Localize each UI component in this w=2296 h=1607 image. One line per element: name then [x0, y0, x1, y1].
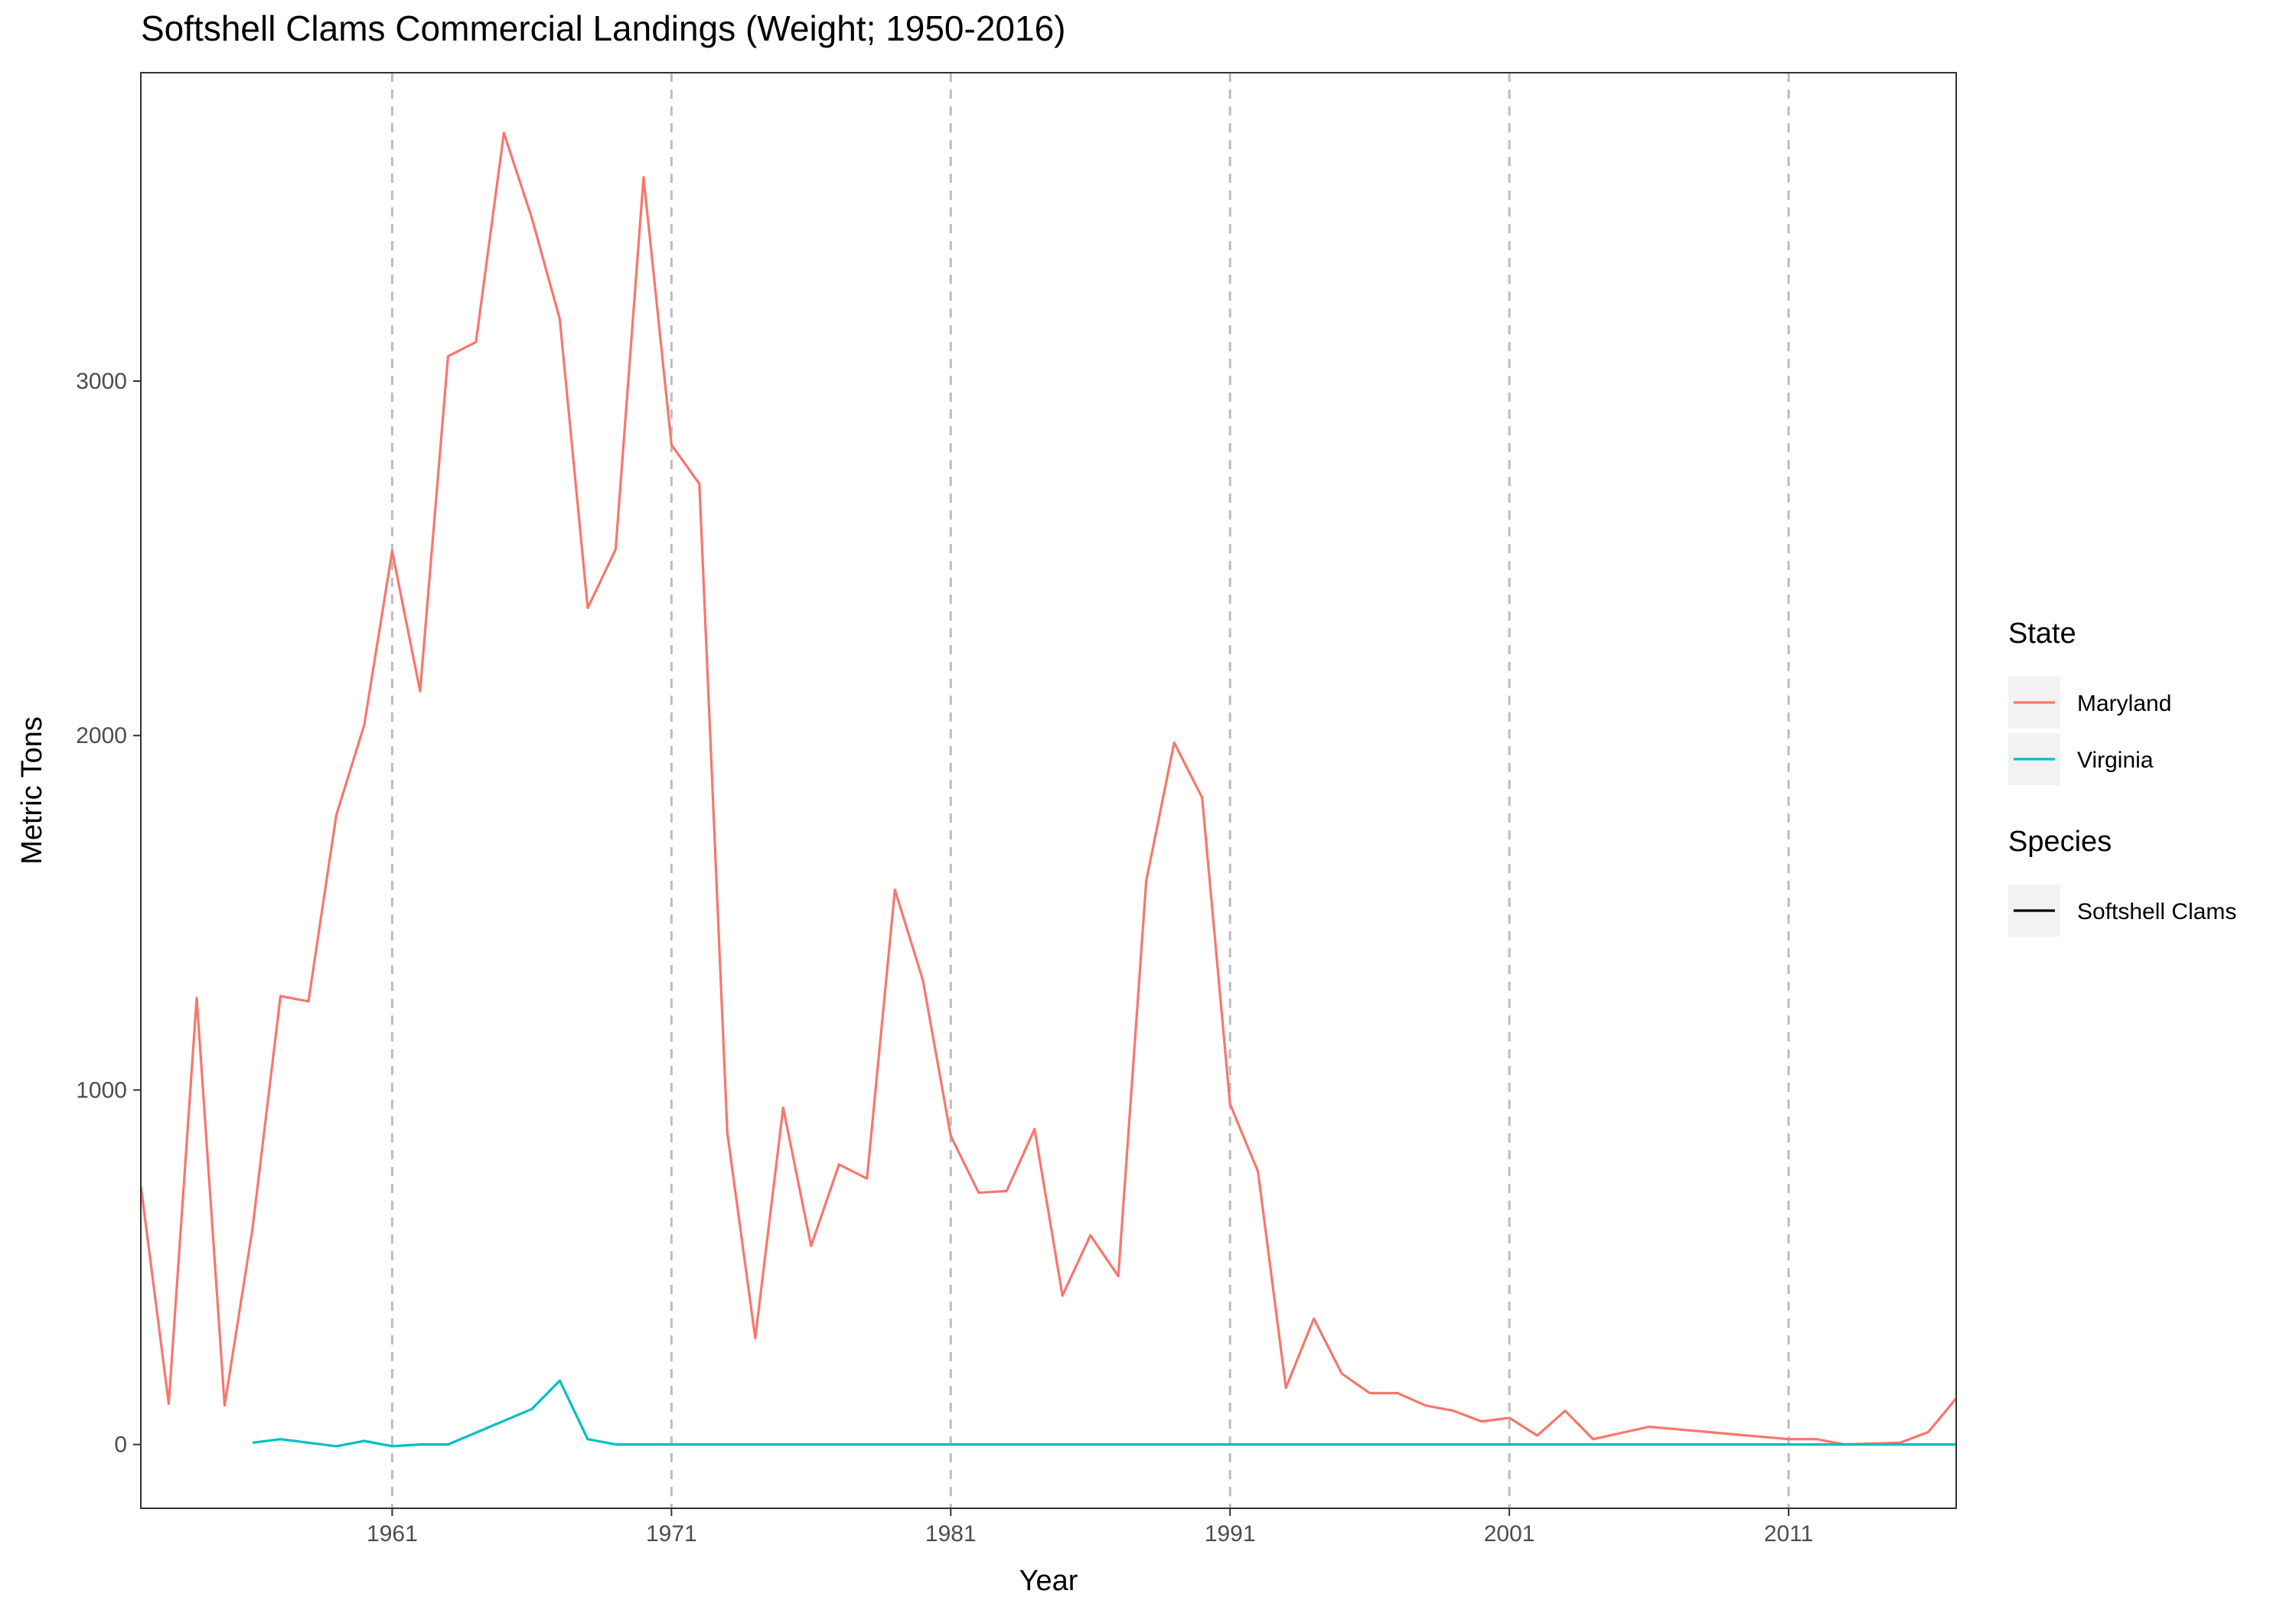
plot-panel-border [140, 72, 1957, 1509]
legend-label-virginia: Virginia [2077, 748, 2154, 773]
x-axis-title: Year [1019, 1565, 1078, 1597]
legend-label-softshell-clams: Softshell Clams [2077, 899, 2236, 924]
legend-title-species: Species [2008, 826, 2112, 858]
y-tick-label-1000: 1000 [76, 1077, 127, 1103]
x-tick-label-1981: 1981 [925, 1521, 977, 1547]
x-tick-label-1961: 1961 [367, 1521, 418, 1547]
reference-lines [390, 73, 1790, 1508]
legend-label-maryland: Maryland [2077, 691, 2171, 716]
x-tick-label-2011: 2011 [1764, 1521, 1814, 1547]
series-layer [141, 132, 1956, 1448]
series-line-virginia [252, 1379, 1956, 1448]
x-tick-label-2001: 2001 [1484, 1521, 1535, 1547]
y-tick-label-2000: 2000 [76, 723, 127, 748]
y-tick-label-0: 0 [114, 1433, 127, 1458]
y-axis: 0 1000 2000 3000 [76, 369, 141, 1458]
legend-title-state: State [2008, 618, 2076, 650]
y-tick-label-3000: 3000 [76, 369, 127, 394]
legend: State Maryland Virginia Species Softshell Cl… [2008, 618, 2236, 937]
x-axis: 1961 1971 1981 1991 2001 2011 [367, 1508, 1813, 1547]
x-tick-label-1991: 1991 [1205, 1521, 1256, 1547]
chart-title: Softshell Clams Commercial Landings (Wei… [141, 8, 1066, 48]
y-axis-title: Metric Tons [16, 716, 48, 865]
series-line-maryland [141, 132, 1956, 1446]
x-tick-label-1971: 1971 [646, 1521, 697, 1547]
